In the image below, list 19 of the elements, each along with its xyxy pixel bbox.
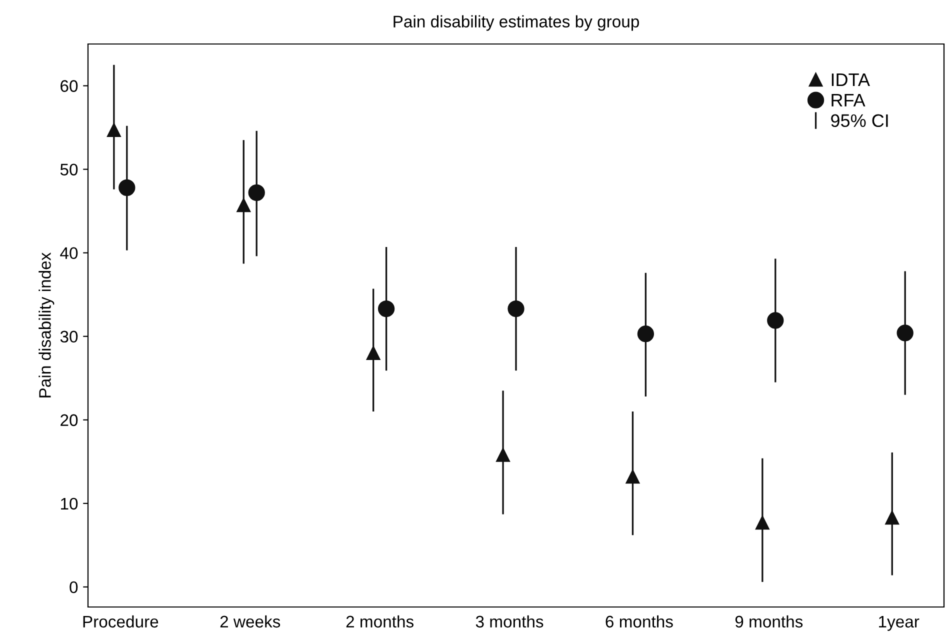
legend-label: RFA bbox=[832, 94, 866, 106]
x-tick-label: Procedure bbox=[83, 615, 158, 628]
y-tick-label: 50 bbox=[60, 164, 78, 176]
y-tick-label: 0 bbox=[70, 581, 78, 594]
legend-label: IDTA bbox=[832, 74, 870, 86]
y-tick-label: 30 bbox=[60, 330, 78, 343]
x-tick-label: 1year bbox=[879, 616, 920, 631]
annotation: 95% CI bbox=[831, 114, 888, 128]
x-tick-label: 3 months bbox=[476, 615, 544, 628]
y-tick-label: 60 bbox=[60, 80, 78, 92]
y-axis-title: Pain disability index bbox=[38, 252, 54, 398]
y-tick-label: 20 bbox=[60, 414, 78, 426]
y-tick-label: 40 bbox=[60, 247, 78, 260]
x-tick-label: 2 months bbox=[346, 615, 414, 628]
y-tick-label: 10 bbox=[61, 498, 78, 510]
x-tick-label: 6 months bbox=[606, 615, 673, 628]
x-tick-label: 2 weeks bbox=[220, 615, 280, 628]
chart-title: Pain disability estimates by group bbox=[394, 15, 639, 31]
x-tick-label: 9 months bbox=[735, 615, 803, 628]
